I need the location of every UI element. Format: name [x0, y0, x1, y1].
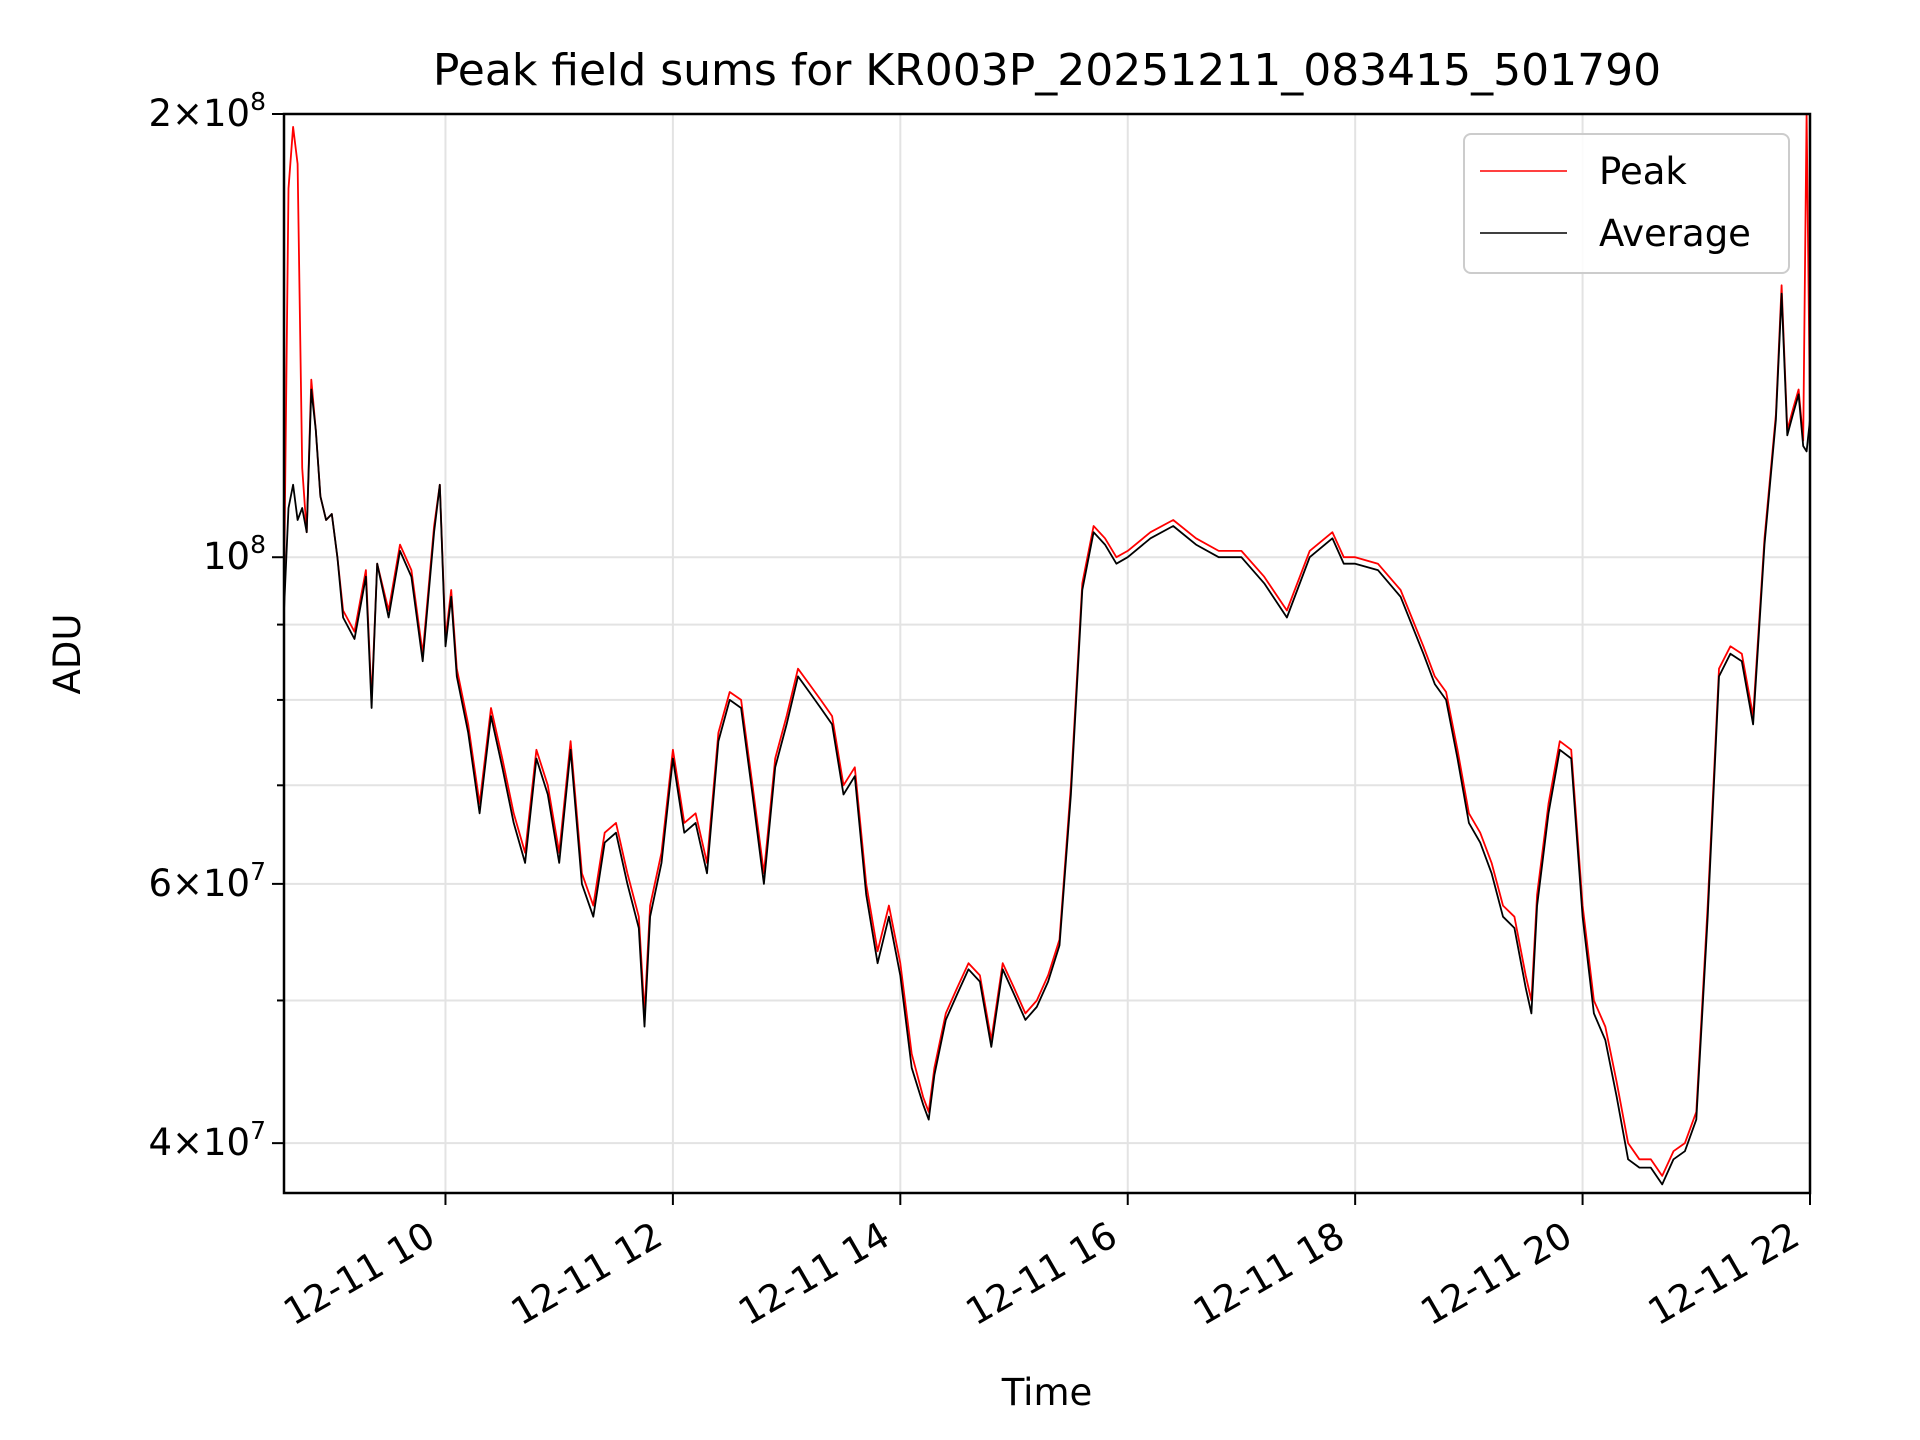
- legend-label-peak: Peak: [1599, 150, 1687, 193]
- y-tick-label: 6×107: [148, 857, 266, 905]
- y-tick-label: 108: [203, 530, 266, 578]
- legend-box: [1463, 133, 1790, 274]
- series-line-average: [284, 292, 1810, 1186]
- y-axis-label: ADU: [46, 614, 89, 695]
- series-layer: [284, 114, 1810, 1186]
- chart-title: Peak field sums for KR003P_20251211_0834…: [433, 45, 1661, 96]
- x-axis-label: Time: [1001, 1371, 1093, 1414]
- y-axis: 4×107 6×107 108 2×108: [148, 87, 284, 1164]
- legend: Peak Average: [1463, 133, 1790, 274]
- legend-label-average: Average: [1599, 212, 1751, 255]
- y-tick-label: 4×107: [148, 1116, 266, 1164]
- plot-frame: [282, 112, 1812, 1195]
- y-tick-label: 2×108: [148, 87, 266, 135]
- grid: [284, 114, 1811, 1193]
